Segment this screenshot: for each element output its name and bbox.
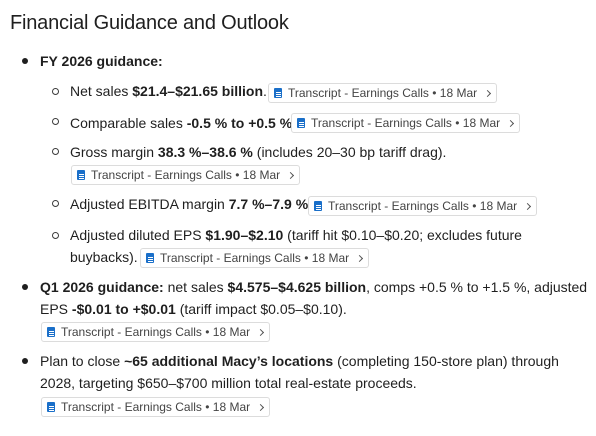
source-chip[interactable]: Transcript - Earnings Calls • 18 Mar bbox=[41, 397, 271, 417]
source-chip[interactable]: Transcript - Earnings Calls • 18 Mar bbox=[41, 322, 271, 342]
document-icon bbox=[274, 88, 282, 98]
document-icon bbox=[146, 253, 154, 263]
fy-adjusted-eps-cont: buybacks). bbox=[70, 249, 138, 265]
document-icon bbox=[314, 201, 322, 211]
document-icon bbox=[47, 402, 55, 412]
source-chip[interactable]: Transcript - Earnings Calls • 18 Mar bbox=[71, 165, 301, 185]
document-icon bbox=[77, 170, 85, 180]
closures-plan: Plan to close ~65 additional Macy’s loca… bbox=[40, 353, 559, 369]
document-icon bbox=[297, 118, 305, 128]
document-icon bbox=[47, 327, 55, 337]
q1-guidance: Q1 2026 guidance: net sales $4.575–$4.62… bbox=[40, 279, 588, 295]
source-chip[interactable]: Transcript - Earnings Calls • 18 Mar bbox=[308, 196, 538, 216]
source-chip[interactable]: Transcript - Earnings Calls • 18 Mar bbox=[140, 248, 370, 268]
source-chip[interactable]: Transcript - Earnings Calls • 18 Mar bbox=[291, 113, 521, 133]
sub-bullet bbox=[52, 88, 59, 95]
sub-bullet bbox=[52, 232, 59, 239]
bullet bbox=[22, 58, 28, 64]
chevron-right-icon bbox=[356, 254, 364, 262]
sub-bullet bbox=[52, 118, 59, 125]
page-title: Financial Guidance and Outlook bbox=[10, 12, 289, 34]
chevron-right-icon bbox=[484, 89, 492, 97]
fy-gross-margin: Gross margin 38.3 %–38.6 % (includes 20–… bbox=[70, 144, 447, 160]
fy-adjusted-eps: Adjusted diluted EPS $1.90–$2.10 (tariff… bbox=[70, 227, 522, 243]
fy-net-sales: Net sales $21.4–$21.65 billion. bbox=[70, 83, 267, 99]
fy-adjusted-ebitda: Adjusted EBITDA margin 7.7 %–7.9 %. bbox=[70, 196, 312, 212]
sub-bullet bbox=[52, 200, 59, 207]
chevron-right-icon bbox=[287, 171, 295, 179]
sub-bullet bbox=[52, 148, 59, 155]
chevron-right-icon bbox=[257, 403, 265, 411]
closures-plan-cont: 2028, targeting $650–$700 million total … bbox=[40, 375, 417, 391]
bullet bbox=[22, 284, 28, 290]
fy-comparable-sales: Comparable sales -0.5 % to +0.5 %. bbox=[70, 115, 296, 131]
bullet bbox=[22, 358, 28, 364]
fy2026-heading: FY 2026 guidance: bbox=[40, 53, 163, 69]
chevron-right-icon bbox=[524, 202, 532, 210]
chevron-right-icon bbox=[507, 119, 515, 127]
chevron-right-icon bbox=[257, 328, 265, 336]
source-chip[interactable]: Transcript - Earnings Calls • 18 Mar bbox=[268, 83, 498, 103]
q1-guidance-cont: EPS -$0.01 to +$0.01 (tariff impact $0.0… bbox=[40, 301, 347, 317]
